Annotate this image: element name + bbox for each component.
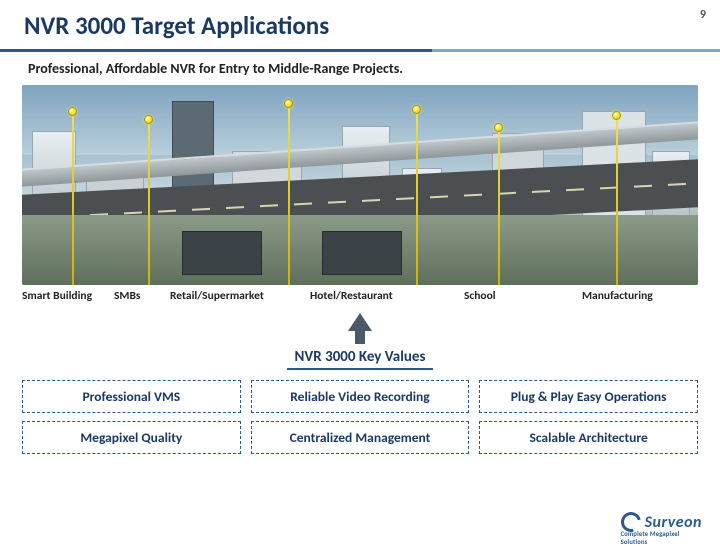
category-label: SMBs — [114, 289, 170, 303]
location-pin-icon — [144, 115, 153, 124]
location-pin-icon — [494, 123, 503, 132]
title-underline — [0, 49, 720, 52]
key-value-cell: Centralized Management — [251, 421, 470, 454]
page-number: 9 — [700, 8, 706, 22]
category-labels-row: Smart Building SMBs Retail/Supermarket H… — [22, 289, 698, 303]
page-title: NVR 3000 Target Applications — [24, 10, 329, 41]
category-label: School — [464, 289, 582, 303]
key-value-cell: Professional VMS — [22, 380, 241, 413]
logo-tagline: Complete Megapixel Solutions — [621, 530, 702, 546]
logo-wordmark: Surveon — [645, 513, 702, 532]
logo-swirl-icon — [621, 512, 641, 532]
category-label: Manufacturing — [582, 289, 698, 303]
key-values-grid: Professional VMS Reliable Video Recordin… — [22, 380, 698, 454]
category-label: Smart Building — [22, 289, 114, 303]
location-pin-icon — [412, 105, 421, 114]
subtitle: Professional, Affordable NVR for Entry t… — [0, 52, 720, 83]
location-pin-icon — [284, 99, 293, 108]
key-value-cell: Reliable Video Recording — [251, 380, 470, 413]
key-values-heading: NVR 3000 Key Values — [287, 348, 434, 370]
brand-logo: Surveon Complete Megapixel Solutions — [621, 512, 702, 532]
cityscape-illustration — [22, 85, 698, 285]
location-pin-icon — [612, 111, 621, 120]
location-pin-icon — [68, 107, 77, 116]
category-label: Retail/Supermarket — [170, 289, 310, 303]
key-value-cell: Scalable Architecture — [479, 421, 698, 454]
arrow-up-icon — [348, 313, 372, 344]
category-label: Hotel/Restaurant — [310, 289, 464, 303]
key-value-cell: Plug & Play Easy Operations — [479, 380, 698, 413]
key-value-cell: Megapixel Quality — [22, 421, 241, 454]
